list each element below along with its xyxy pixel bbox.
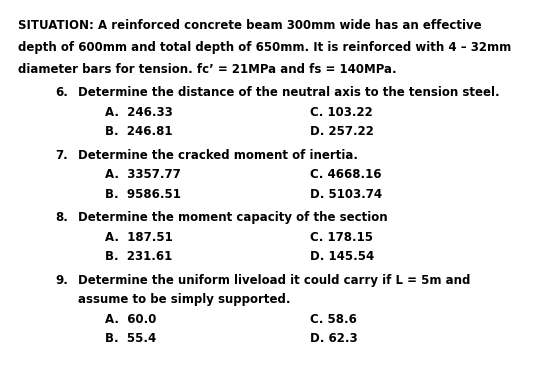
Text: C. 178.15: C. 178.15 <box>310 231 373 244</box>
Text: A.  187.51: A. 187.51 <box>105 231 172 244</box>
Text: 9.: 9. <box>55 274 68 287</box>
Text: Determine the distance of the neutral axis to the tension steel.: Determine the distance of the neutral ax… <box>78 86 500 99</box>
Text: C. 4668.16: C. 4668.16 <box>310 168 381 181</box>
Text: A.  3357.77: A. 3357.77 <box>105 168 181 181</box>
Text: D. 5103.74: D. 5103.74 <box>310 188 382 201</box>
Text: C. 103.22: C. 103.22 <box>310 106 373 118</box>
Text: Determine the uniform liveload it could carry if L = 5m and: Determine the uniform liveload it could … <box>78 274 470 287</box>
Text: B.  246.81: B. 246.81 <box>105 125 172 138</box>
Text: A.  60.0: A. 60.0 <box>105 313 156 326</box>
Text: D. 257.22: D. 257.22 <box>310 125 374 138</box>
Text: diameter bars for tension. fc’ = 21MPa and fs = 140MPa.: diameter bars for tension. fc’ = 21MPa a… <box>18 62 396 75</box>
Text: C. 58.6: C. 58.6 <box>310 313 357 326</box>
Text: 8.: 8. <box>55 211 68 224</box>
Text: SITUATION: A reinforced concrete beam 300mm wide has an effective: SITUATION: A reinforced concrete beam 30… <box>18 19 482 32</box>
Text: Determine the cracked moment of inertia.: Determine the cracked moment of inertia. <box>78 149 358 162</box>
Text: 7.: 7. <box>55 149 68 162</box>
Text: depth of 600mm and total depth of 650mm. It is reinforced with 4 – 32mm: depth of 600mm and total depth of 650mm.… <box>18 41 511 54</box>
Text: A.  246.33: A. 246.33 <box>105 106 172 118</box>
Text: assume to be simply supported.: assume to be simply supported. <box>78 293 291 306</box>
Text: B.  55.4: B. 55.4 <box>105 332 156 345</box>
Text: Determine the moment capacity of the section: Determine the moment capacity of the sec… <box>78 211 388 224</box>
Text: B.  9586.51: B. 9586.51 <box>105 188 181 201</box>
Text: D. 145.54: D. 145.54 <box>310 250 374 263</box>
Text: D. 62.3: D. 62.3 <box>310 332 358 345</box>
Text: 6.: 6. <box>55 86 68 99</box>
Text: B.  231.61: B. 231.61 <box>105 250 172 263</box>
